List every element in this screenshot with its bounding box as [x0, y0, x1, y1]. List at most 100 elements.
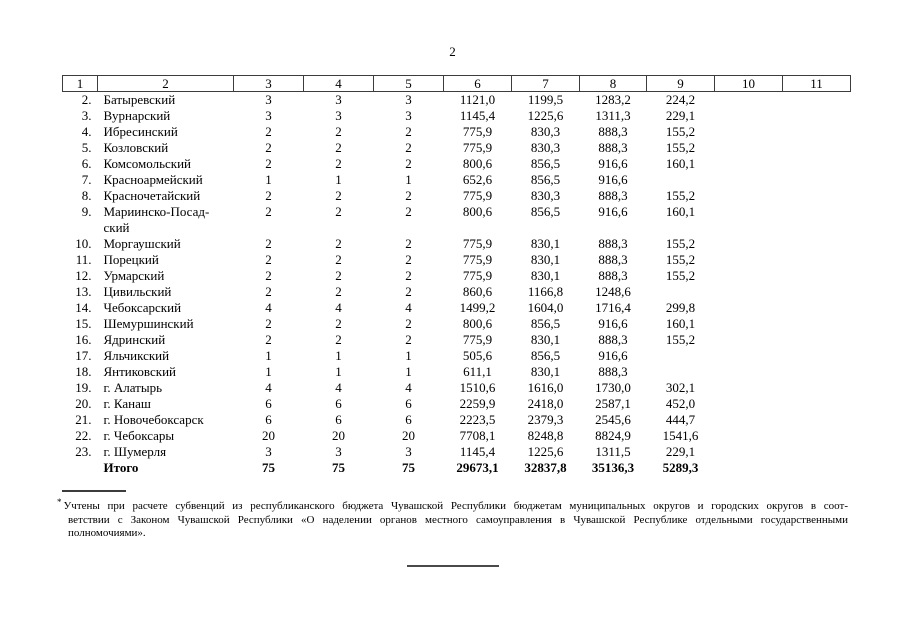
value-cell	[715, 316, 783, 332]
column-header: 9	[646, 75, 715, 92]
value-cell: 856,5	[530, 204, 561, 219]
value-cell: 888,3	[598, 364, 628, 379]
value-cell	[783, 188, 851, 204]
value-cell: 2	[335, 332, 342, 347]
value-cell: 888,3	[598, 140, 628, 155]
value-cell: 775,9	[462, 140, 493, 155]
value-cell	[783, 108, 851, 124]
value-cell: 2	[265, 268, 272, 283]
value-cell	[647, 284, 715, 300]
footnote-separator-rule	[62, 490, 126, 492]
value-cell: 2	[335, 156, 342, 171]
district-name-cell: Чебоксарский	[103, 300, 182, 315]
row-number-cell: 19.	[75, 380, 92, 395]
value-cell: 155,2	[665, 124, 696, 139]
value-cell: 6	[405, 412, 412, 427]
value-cell: 611,1	[463, 364, 492, 379]
value-cell: 2	[265, 332, 272, 347]
value-cell	[783, 444, 851, 460]
column-header: 4	[303, 75, 374, 92]
value-cell	[783, 300, 851, 316]
table-row: 8. Красночетайский 2 2 2 775,9 830,3 888,3 155,2	[63, 188, 851, 204]
district-name-cell: г. Чебоксары	[103, 428, 175, 443]
value-cell: 1604,0	[527, 300, 564, 315]
value-cell	[783, 156, 851, 172]
value-cell	[715, 140, 783, 156]
value-cell: 2	[335, 124, 342, 139]
value-cell: 4	[335, 300, 342, 315]
value-cell: 20	[262, 428, 275, 443]
footnote-line: ветствии с Законом Чувашской Республики …	[68, 513, 848, 526]
district-name-cell: Мариинско-Посад- ский	[103, 204, 210, 235]
row-number-cell: 11.	[75, 252, 92, 267]
value-cell: 160,1	[665, 316, 696, 331]
row-number-cell: 18.	[75, 364, 92, 379]
district-name-cell: г. Алатырь	[103, 380, 163, 395]
table-row: 15. Шемуршинский 2 2 2 800,6 856,5 916,6 160,1	[63, 316, 851, 332]
value-cell: 29673,1	[456, 460, 499, 475]
table-header-row: 1 2 3 4 5 6 7 8 9 10 11	[62, 75, 851, 92]
value-cell: 1121,0	[459, 92, 496, 107]
value-cell: 1225,6	[527, 444, 564, 459]
row-number-cell: 3.	[81, 108, 92, 123]
value-cell: 2	[405, 284, 412, 299]
value-cell: 775,9	[462, 332, 493, 347]
value-cell: 155,2	[665, 188, 696, 203]
value-cell	[783, 204, 851, 236]
value-cell	[715, 396, 783, 412]
value-cell: 35136,3	[591, 460, 635, 475]
row-number-cell: 8.	[81, 188, 92, 203]
row-number-cell: 20.	[75, 396, 92, 411]
value-cell	[715, 428, 783, 444]
row-number-cell: 16.	[75, 332, 92, 347]
value-cell: 888,3	[598, 188, 628, 203]
table-row: 2. Батыревский 3 3 3 1121,0 1199,5 1283,2 224,2	[63, 92, 851, 109]
value-cell: 3	[335, 92, 342, 107]
value-cell: 2	[265, 284, 272, 299]
value-cell: 6	[265, 396, 272, 411]
value-cell: 1225,6	[527, 108, 564, 123]
value-cell: 6	[335, 412, 342, 427]
table-total-row: Итого 75 75 75 29673,1 32837,8 35136,3 5289,3	[63, 460, 851, 476]
value-cell	[715, 412, 783, 428]
value-cell: 2	[335, 204, 342, 219]
value-cell: 1199,5	[527, 92, 564, 107]
value-cell	[715, 188, 783, 204]
value-cell	[715, 236, 783, 252]
value-cell: 1	[335, 348, 342, 363]
district-name-cell: Яльчикский	[103, 348, 170, 363]
value-cell: 1	[265, 364, 272, 379]
value-cell: 4	[335, 380, 342, 395]
value-cell	[715, 124, 783, 140]
value-cell: 2	[405, 124, 412, 139]
value-cell	[647, 348, 715, 364]
row-number-cell: 9.	[81, 204, 92, 219]
value-cell: 830,1	[530, 252, 561, 267]
value-cell: 830,1	[530, 364, 561, 379]
value-cell	[783, 348, 851, 364]
value-cell: 3	[265, 444, 272, 459]
column-header: 1	[62, 75, 98, 92]
value-cell: 1716,4	[595, 300, 631, 315]
column-header: 3	[233, 75, 304, 92]
value-cell: 32837,8	[524, 460, 567, 475]
column-header: 2	[97, 75, 234, 92]
value-cell: 1	[265, 172, 272, 187]
value-cell	[783, 140, 851, 156]
district-name-cell: Моргаушский	[103, 236, 181, 251]
row-number-cell: 5.	[81, 140, 92, 155]
district-name-cell: Красноармейский	[103, 172, 203, 187]
footnote-line: полномочиями».	[68, 527, 146, 539]
value-cell: 1616,0	[527, 380, 564, 395]
value-cell	[783, 252, 851, 268]
value-cell: 2	[405, 316, 412, 331]
row-number-cell: 21.	[75, 412, 92, 427]
value-cell: 775,9	[462, 188, 493, 203]
value-cell: 1	[335, 172, 342, 187]
value-cell: 5289,3	[662, 460, 699, 475]
value-cell: 2	[335, 252, 342, 267]
value-cell: 160,1	[665, 156, 696, 171]
subventions-table: 1 2 3 4 5 6 7 8 9 10 11 2. Батыревский 3 3 3 1121,0 1199…	[62, 75, 851, 476]
table-row: 3. Вурнарский 3 3 3 1145,4 1225,6 1311,3 229,1	[63, 108, 851, 124]
row-number-cell: 15.	[75, 316, 92, 331]
